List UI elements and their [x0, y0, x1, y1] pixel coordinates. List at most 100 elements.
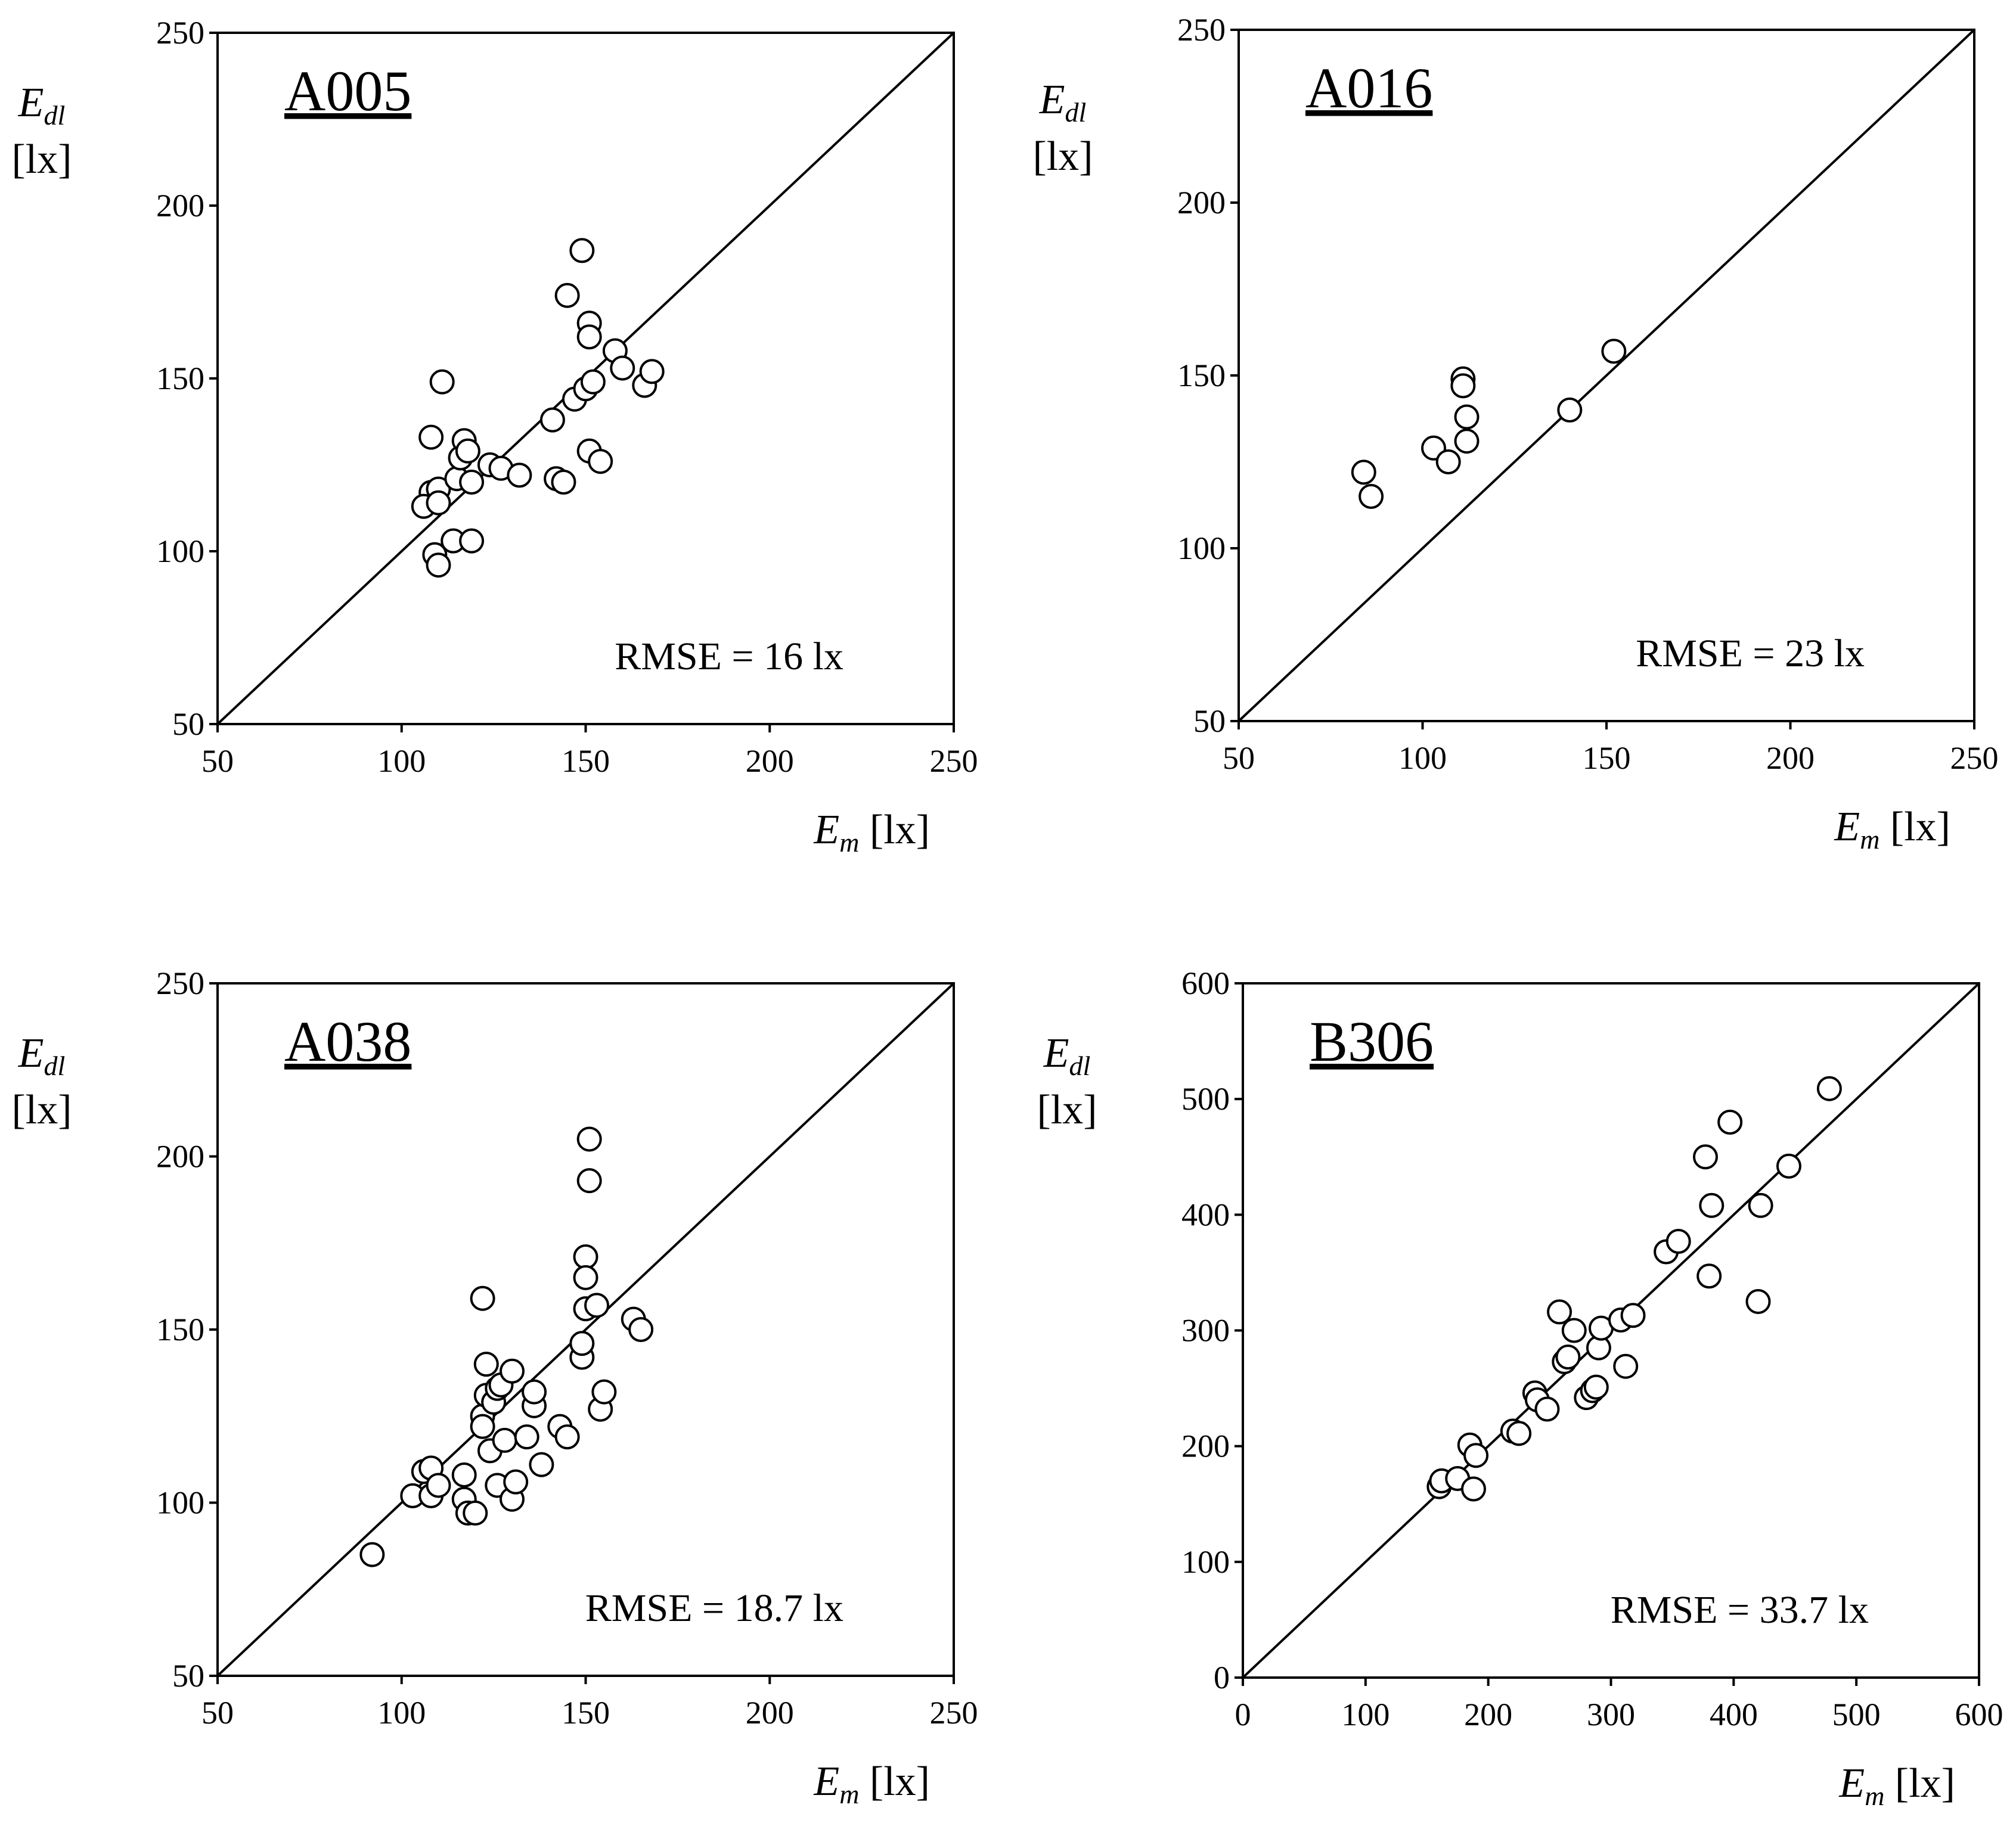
y-label-subscript: dl — [1069, 1051, 1090, 1081]
rmse-annotation: RMSE = 23 lx — [1636, 632, 1865, 675]
y-label-symbol: E — [18, 1030, 44, 1076]
data-point — [473, 1352, 499, 1377]
y-tick-label: 150 — [156, 1312, 204, 1347]
data-point — [554, 1424, 580, 1450]
data-point — [492, 1427, 517, 1453]
x-axis-label: Em [lx] — [813, 807, 930, 858]
x-label-space — [1884, 1760, 1895, 1806]
data-point — [1776, 1153, 1801, 1179]
data-point — [1692, 1144, 1718, 1170]
x-tick-label: 50 — [201, 1695, 234, 1731]
data-point — [1460, 1476, 1486, 1502]
x-tick-label: 50 — [1223, 740, 1255, 776]
data-point — [1506, 1421, 1532, 1446]
data-point — [426, 490, 451, 515]
x-tick-label: 0 — [1235, 1697, 1251, 1732]
data-point — [359, 1542, 385, 1567]
rmse-annotation: RMSE = 33.7 lx — [1611, 1588, 1869, 1632]
data-point — [1601, 338, 1627, 364]
x-label-subscript: m — [839, 1779, 859, 1809]
data-point — [1583, 1374, 1609, 1400]
data-point — [426, 552, 451, 578]
data-point — [1745, 1288, 1771, 1314]
x-tick-label: 600 — [1955, 1697, 2003, 1732]
chart-panel-b306: 0 100 200 300 400 500 600 0 100 200 300 400 500 600 B3… — [1037, 965, 2003, 1811]
data-point — [576, 1168, 602, 1194]
x-tick-label: 100 — [1341, 1697, 1390, 1732]
x-axis-label: Em [lx] — [1838, 1760, 1955, 1811]
data-point — [1534, 1396, 1560, 1422]
data-point — [500, 1358, 525, 1384]
x-tick-label: 150 — [1583, 740, 1631, 776]
y-axis-label: Edl — [18, 80, 66, 131]
identity-line — [1237, 29, 1975, 722]
data-point — [418, 424, 444, 450]
data-point — [463, 1500, 488, 1526]
data-point — [1463, 1443, 1489, 1468]
data-point — [429, 369, 455, 395]
data-point — [588, 449, 613, 474]
x-tick-label: 200 — [746, 743, 794, 779]
data-point — [522, 1379, 547, 1405]
data-point — [573, 1244, 598, 1269]
data-point — [639, 359, 665, 384]
x-tick-label: 300 — [1587, 1697, 1635, 1732]
data-point — [470, 1414, 495, 1439]
data-point — [551, 470, 576, 495]
x-label-unit: [lx] — [1890, 804, 1950, 850]
y-tick-label: 250 — [156, 965, 204, 1001]
data-point — [455, 438, 480, 464]
y-tick-label: 250 — [1177, 12, 1226, 48]
data-point — [576, 1126, 602, 1152]
data-point — [580, 369, 606, 395]
y-label-symbol: E — [1043, 1030, 1069, 1076]
y-tick-label: 600 — [1181, 965, 1230, 1001]
data-point — [1561, 1318, 1587, 1343]
x-tick-label: 100 — [377, 1695, 426, 1731]
chart-panel-a005: 50 100 150 200 250 50 100 150 200 250 A005 RMSE = 1… — [11, 15, 978, 858]
y-tick-label: 500 — [1181, 1081, 1230, 1117]
data-point — [426, 1473, 451, 1498]
x-label-space — [859, 807, 870, 853]
data-point — [1717, 1110, 1743, 1135]
x-label-symbol: E — [813, 807, 839, 853]
chart-panel-a016: 50 100 150 200 250 50 100 150 200 250 A016 RMSE = 2… — [1032, 12, 1998, 855]
data-point — [451, 1462, 477, 1488]
y-tick-label: 300 — [1181, 1313, 1230, 1349]
y-tick-label: 200 — [156, 1139, 204, 1175]
data-point — [1454, 404, 1480, 430]
y-label-symbol: E — [18, 80, 44, 126]
y-label-subscript: dl — [1065, 97, 1086, 128]
x-label-symbol: E — [1834, 804, 1860, 850]
data-point — [1351, 459, 1376, 485]
x-tick-label: 500 — [1832, 1697, 1881, 1732]
y-tick-label: 400 — [1181, 1197, 1230, 1232]
y-tick-label: 200 — [1181, 1428, 1230, 1464]
y-tick-label: 50 — [172, 706, 204, 742]
x-label-subscript: m — [1865, 1781, 1884, 1811]
y-tick-label: 0 — [1214, 1660, 1230, 1695]
data-point — [459, 528, 485, 554]
y-tick-label: 200 — [156, 188, 204, 223]
data-point — [503, 1469, 529, 1495]
x-label-space — [859, 1759, 870, 1805]
panel-title: B306 — [1310, 1010, 1434, 1073]
data-point — [470, 1285, 495, 1311]
data-point — [1557, 397, 1583, 423]
y-axis-unit: [lx] — [11, 1087, 72, 1133]
x-label-subscript: m — [1860, 824, 1879, 855]
data-point — [1435, 449, 1461, 474]
chart-panel-a038: 50 100 150 200 250 50 100 150 200 250 A038 RMSE = 1… — [11, 965, 978, 1809]
y-axis-label: Edl — [1039, 77, 1087, 128]
data-point — [459, 470, 485, 495]
y-tick-label: 50 — [172, 1658, 204, 1694]
data-point — [591, 1379, 617, 1405]
data-point — [584, 1293, 610, 1318]
data-point — [554, 282, 580, 308]
y-label-symbol: E — [1039, 77, 1065, 123]
y-axis-label: Edl — [18, 1030, 66, 1081]
data-point — [1450, 373, 1476, 399]
data-point — [1816, 1076, 1842, 1101]
y-axis-unit: [lx] — [1032, 133, 1093, 179]
